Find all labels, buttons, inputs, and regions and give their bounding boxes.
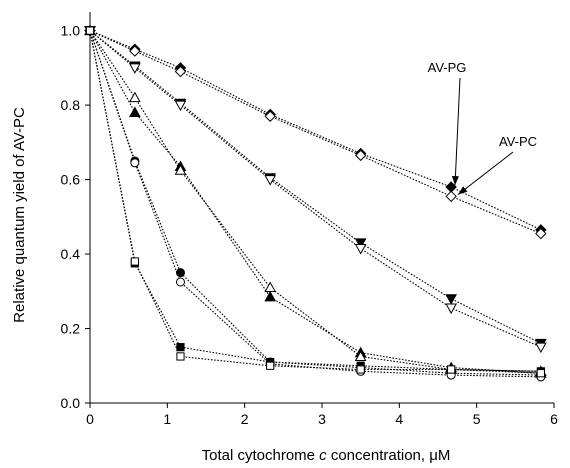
data-point-triangle-down [174, 100, 187, 112]
data-point-triangle-down [354, 238, 367, 249]
y-tick-label: 0.2 [61, 321, 81, 337]
data-point-square [85, 26, 95, 35]
annotation-arrow-head [451, 176, 459, 186]
series-line [89, 30, 541, 376]
series-line [89, 30, 542, 348]
data-point-triangle-up [264, 290, 277, 302]
data-point-triangle-down [264, 175, 277, 186]
data-point-diamond [535, 227, 547, 240]
data-point-square [266, 361, 275, 370]
data-point-circle [175, 277, 185, 287]
annotation-arrow-head [458, 186, 468, 195]
series-line [89, 30, 541, 374]
y-tick-label: 0.4 [61, 246, 81, 262]
data-point-square [130, 257, 139, 266]
series-line [89, 30, 542, 235]
x-tick-label: 0 [86, 411, 94, 427]
annotation-arrow-line [457, 151, 514, 195]
series-line [89, 30, 541, 372]
annotation-arrow-line [454, 77, 461, 186]
y-tick-label: 1.0 [61, 23, 81, 39]
x-tick-label: 1 [163, 411, 171, 427]
x-tick-label: 2 [241, 411, 249, 427]
data-point-square [447, 365, 456, 374]
x-tick-label: 5 [473, 411, 481, 427]
data-point-triangle-up [129, 106, 141, 118]
data-point-diamond [354, 149, 367, 162]
data-point-circle [130, 158, 140, 168]
data-point-circle [175, 268, 185, 278]
data-point-triangle-up [129, 91, 141, 103]
y-tick-label: 0.0 [61, 395, 81, 411]
data-point-diamond [174, 65, 187, 78]
y-tick-label: 0.6 [61, 172, 81, 188]
y-axis-label: Relative quantum yield of AV-PC [11, 107, 28, 323]
data-point-triangle-down [445, 303, 457, 315]
data-point-triangle-down [129, 63, 141, 74]
series-line [89, 30, 541, 374]
y-tick-label: 0.8 [61, 97, 81, 113]
annotation-label: AV-PC [499, 134, 537, 149]
series-line [89, 30, 542, 344]
data-point-square [176, 343, 185, 352]
data-point-triangle-down [354, 243, 367, 255]
data-point-diamond [129, 45, 141, 57]
data-point-triangle-down [535, 342, 547, 354]
data-point-square [536, 369, 545, 378]
data-point-square [356, 365, 365, 374]
data-point-triangle-up [354, 350, 367, 361]
x-tick-label: 3 [318, 411, 326, 427]
annotation-label: AV-PG [428, 60, 467, 75]
data-point-diamond [445, 190, 457, 203]
series-line [89, 30, 541, 372]
series-line [89, 30, 542, 231]
x-tick-label: 6 [550, 411, 558, 427]
data-point-triangle-up [174, 164, 187, 175]
x-axis-label: Total cytochrome c concentration, μM [202, 447, 451, 464]
data-point-triangle-up [264, 281, 277, 293]
x-tick-label: 4 [395, 411, 403, 427]
data-point-square [176, 352, 185, 361]
data-point-triangle-down [445, 294, 457, 305]
data-point-diamond [264, 110, 276, 122]
